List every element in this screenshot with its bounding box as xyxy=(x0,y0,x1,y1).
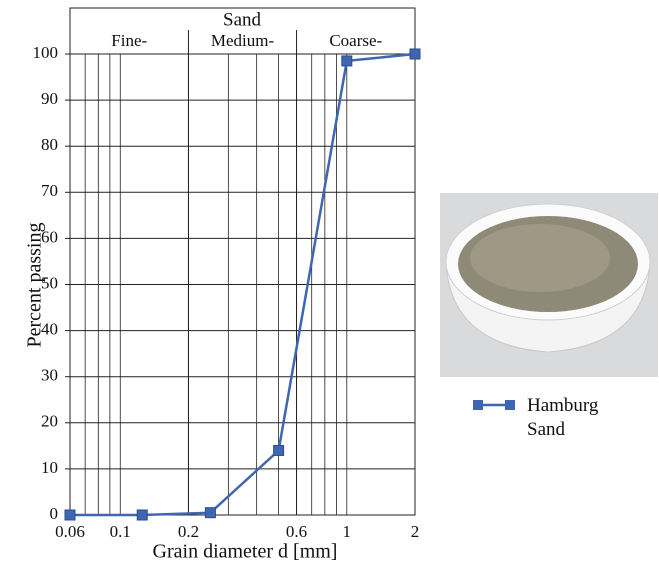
zone-label: Medium- xyxy=(211,31,275,50)
y-tick-label: 100 xyxy=(33,43,59,62)
x-tick-label: 1 xyxy=(343,522,352,541)
zone-label: Fine- xyxy=(111,31,147,50)
data-line xyxy=(70,52,416,517)
x-tick-label: 0.1 xyxy=(110,522,131,541)
group-label: Sand xyxy=(223,9,262,30)
x-axis-title: Grain diameter d [mm] xyxy=(153,541,338,563)
data-marker xyxy=(136,509,148,521)
x-tick-label: 0.6 xyxy=(286,522,307,541)
y-tick-label: 50 xyxy=(41,273,58,292)
data-marker xyxy=(64,509,76,521)
x-tick-label: 0.2 xyxy=(178,522,199,541)
legend-marker xyxy=(505,400,515,410)
data-marker xyxy=(273,444,285,456)
sand-photo xyxy=(440,193,658,377)
y-tick-label: 80 xyxy=(41,135,58,154)
data-marker xyxy=(341,55,353,67)
legend-label: Hamburg Sand xyxy=(527,395,599,440)
y-tick-label: 70 xyxy=(41,181,58,200)
y-tick-label: 40 xyxy=(41,320,58,339)
data-marker xyxy=(204,507,216,519)
plot-frame xyxy=(69,7,416,516)
y-tick-label: 10 xyxy=(41,458,58,477)
x-tick-label: 0.06 xyxy=(55,522,85,541)
y-tick-label: 30 xyxy=(41,366,58,385)
y-tick-label: 0 xyxy=(50,504,59,523)
legend-marker xyxy=(473,400,483,410)
y-tick-label: 20 xyxy=(41,412,58,431)
y-tick-label: 90 xyxy=(41,89,58,108)
x-tick-label: 2 xyxy=(411,522,420,541)
y-tick-label: 60 xyxy=(41,227,58,246)
data-marker xyxy=(409,48,421,60)
zone-label: Coarse- xyxy=(329,31,382,50)
y-axis-title: Percent passing xyxy=(24,223,46,348)
